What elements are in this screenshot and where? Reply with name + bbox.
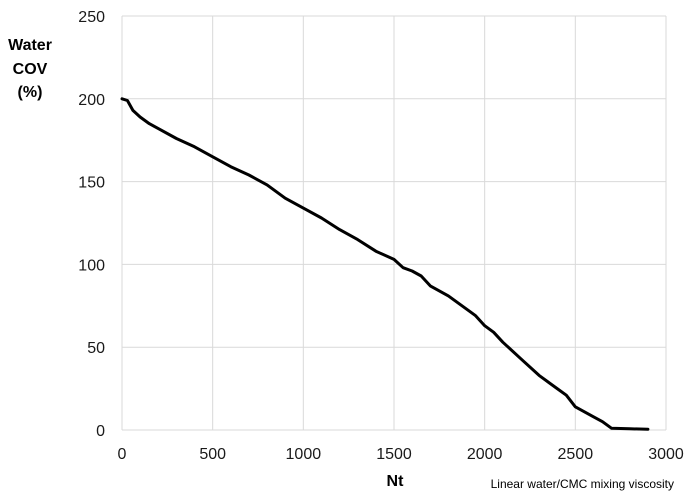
y-tick-label: 250 xyxy=(78,9,105,26)
y-tick-label: 50 xyxy=(87,340,105,357)
y-axis-title-line-2: COV xyxy=(13,61,48,78)
x-tick-label: 2500 xyxy=(558,446,594,463)
x-axis-title: Nt xyxy=(387,473,405,490)
x-tick-labels: 0 500 1000 1500 2000 2500 3000 xyxy=(118,446,684,463)
y-tick-label: 0 xyxy=(96,423,105,440)
x-tick-label: 1000 xyxy=(286,446,322,463)
x-tick-label: 2000 xyxy=(467,446,503,463)
x-tick-label: 3000 xyxy=(648,446,684,463)
chart-annotation: Linear water/CMC mixing viscosity xyxy=(491,477,674,491)
x-tick-label: 500 xyxy=(199,446,226,463)
x-tick-label: 0 xyxy=(118,446,127,463)
series-layer xyxy=(120,97,650,431)
y-tick-label: 200 xyxy=(78,92,105,109)
y-tick-labels: 0 50 100 150 200 250 xyxy=(78,9,105,440)
y-tick-label: 150 xyxy=(78,175,105,192)
y-tick-label: 100 xyxy=(78,257,105,274)
vertical-gridlines xyxy=(121,16,667,430)
y-axis-title: Water COV (%) xyxy=(8,37,52,101)
x-tick-label: 1500 xyxy=(376,446,412,463)
horizontal-gridlines xyxy=(122,15,666,431)
y-axis-title-line-1: Water xyxy=(8,37,52,54)
y-axis-title-line-3: (%) xyxy=(18,84,43,101)
series-line xyxy=(120,97,650,431)
